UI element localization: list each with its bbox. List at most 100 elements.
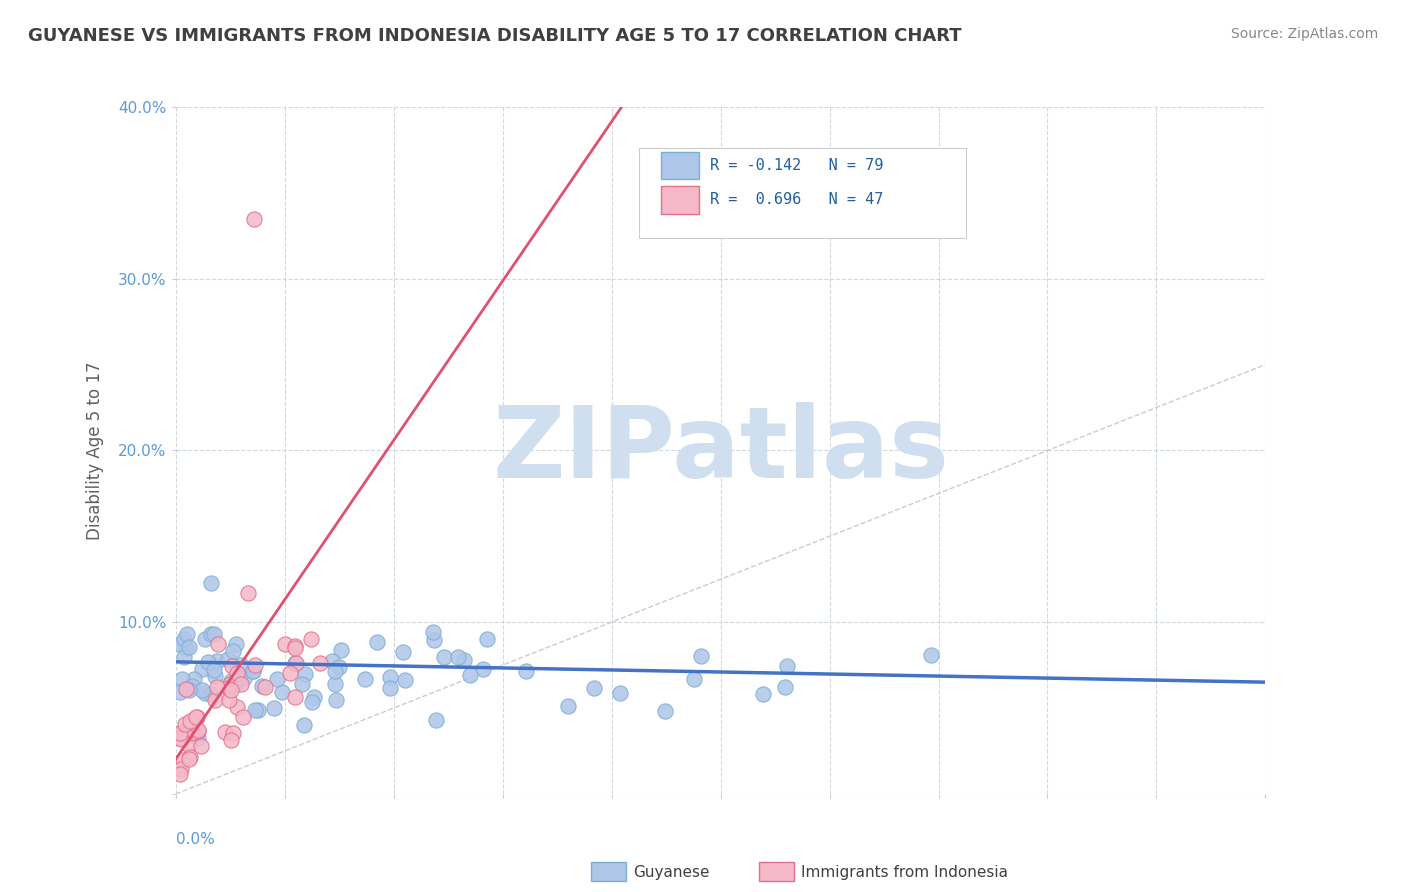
Immigrants from Indonesia (170, 724, 193, 739)
Immigrants from Indonesia (187, 723, 209, 738)
Text: R =  0.696   N = 47: R = 0.696 N = 47 (710, 193, 883, 207)
Guyanese (169, 685, 191, 699)
Text: Guyanese: Guyanese (633, 865, 709, 880)
Guyanese (183, 672, 205, 686)
Guyanese (515, 665, 537, 679)
Guyanese (228, 670, 250, 684)
Guyanese (447, 650, 470, 665)
Guyanese (321, 653, 343, 667)
Immigrants from Indonesia (169, 731, 191, 745)
Guyanese (323, 677, 346, 691)
Guyanese (246, 703, 269, 717)
Guyanese (180, 680, 202, 694)
Guyanese (380, 670, 402, 684)
Guyanese (472, 662, 495, 676)
Guyanese (583, 681, 606, 696)
Guyanese (775, 659, 797, 673)
Guyanese (323, 664, 346, 678)
Guyanese (325, 693, 347, 707)
Guyanese (294, 667, 316, 681)
Guyanese (225, 637, 247, 651)
Guyanese (689, 648, 711, 663)
Guyanese (228, 673, 250, 688)
Immigrants from Indonesia (284, 690, 307, 705)
Text: 0.0%: 0.0% (176, 831, 215, 847)
Immigrants from Indonesia (274, 637, 297, 651)
Guyanese (477, 632, 499, 647)
Guyanese (207, 655, 229, 669)
Guyanese (245, 703, 267, 717)
Immigrants from Indonesia (204, 693, 226, 707)
Guyanese (204, 668, 226, 682)
Guyanese (174, 640, 197, 655)
Guyanese (271, 685, 294, 699)
Guyanese (378, 681, 401, 695)
Immigrants from Indonesia (186, 710, 208, 724)
Guyanese (920, 648, 942, 662)
Guyanese (301, 696, 323, 710)
Immigrants from Indonesia (253, 680, 276, 694)
Immigrants from Indonesia (177, 752, 200, 766)
Guyanese (202, 663, 225, 677)
Immigrants from Indonesia (243, 658, 266, 673)
Immigrants from Indonesia (170, 762, 193, 776)
Guyanese (250, 679, 273, 693)
Immigrants from Indonesia (219, 733, 242, 747)
Immigrants from Indonesia (218, 693, 240, 707)
Guyanese (229, 658, 252, 673)
Immigrants from Indonesia (190, 739, 212, 753)
Guyanese (173, 632, 195, 647)
Guyanese (187, 731, 209, 745)
Guyanese (219, 674, 242, 689)
Guyanese (194, 686, 217, 700)
Immigrants from Indonesia (179, 714, 201, 729)
Guyanese (217, 652, 239, 666)
Guyanese (191, 662, 214, 676)
Immigrants from Indonesia (170, 732, 193, 747)
Guyanese (329, 643, 352, 657)
Guyanese (200, 687, 222, 701)
Guyanese (266, 673, 288, 687)
Guyanese (433, 650, 456, 665)
Guyanese (176, 627, 198, 641)
Immigrants from Indonesia (174, 717, 197, 731)
Immigrants from Indonesia (174, 727, 197, 741)
Immigrants from Indonesia (232, 710, 254, 724)
Y-axis label: Disability Age 5 to 17: Disability Age 5 to 17 (86, 361, 104, 540)
Guyanese (191, 682, 214, 697)
Guyanese (242, 664, 264, 678)
Guyanese (460, 668, 482, 682)
Immigrants from Indonesia (285, 656, 308, 670)
Guyanese (354, 672, 377, 686)
Text: Source: ZipAtlas.com: Source: ZipAtlas.com (1230, 27, 1378, 41)
Guyanese (394, 673, 416, 687)
Text: Immigrants from Indonesia: Immigrants from Indonesia (801, 865, 1008, 880)
Immigrants from Indonesia (226, 699, 249, 714)
Guyanese (291, 676, 314, 690)
Immigrants from Indonesia (243, 211, 266, 226)
Text: R = -0.142   N = 79: R = -0.142 N = 79 (710, 158, 883, 173)
Guyanese (200, 627, 222, 641)
Guyanese (683, 673, 706, 687)
Immigrants from Indonesia (219, 677, 242, 691)
Guyanese (179, 640, 201, 654)
Guyanese (197, 655, 219, 669)
Immigrants from Indonesia (229, 677, 252, 691)
Immigrants from Indonesia (179, 738, 201, 752)
Immigrants from Indonesia (169, 766, 191, 780)
Immigrants from Indonesia (309, 656, 332, 670)
Guyanese (225, 677, 247, 691)
Immigrants from Indonesia (219, 683, 242, 698)
Guyanese (328, 660, 350, 674)
Guyanese (169, 637, 191, 651)
Text: GUYANESE VS IMMIGRANTS FROM INDONESIA DISABILITY AGE 5 TO 17 CORRELATION CHART: GUYANESE VS IMMIGRANTS FROM INDONESIA DI… (28, 27, 962, 45)
Immigrants from Indonesia (207, 680, 229, 694)
Guyanese (425, 713, 447, 727)
Guyanese (557, 698, 579, 713)
Immigrants from Indonesia (217, 681, 239, 696)
Guyanese (179, 683, 201, 698)
Immigrants from Indonesia (214, 725, 236, 739)
Immigrants from Indonesia (284, 640, 307, 655)
Text: ZIPatlas: ZIPatlas (492, 402, 949, 499)
Guyanese (422, 625, 444, 640)
